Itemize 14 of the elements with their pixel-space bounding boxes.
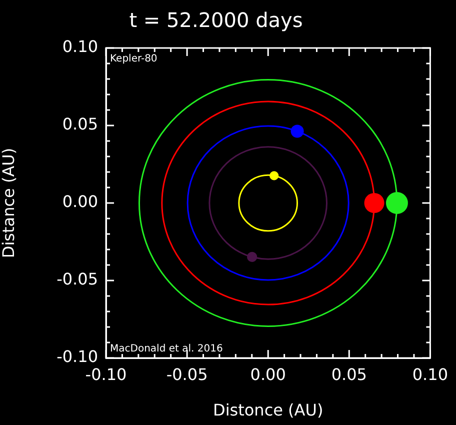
y-tick-label: 0.10	[62, 37, 98, 56]
x-tick-label: -0.05	[166, 364, 208, 384]
y-tick-label: -0.10	[56, 347, 98, 366]
annotation: Kepler-80	[110, 54, 158, 65]
y-tick-label: 0.05	[62, 114, 98, 134]
x-tick-label: 0.00	[250, 364, 286, 384]
y-tick-label: 0.00	[62, 192, 98, 212]
x-axis-title: Distonce (AU)	[213, 400, 324, 420]
y-tick-label: -0.05	[56, 270, 98, 289]
x-tick-label: 0.10	[412, 364, 448, 384]
y-axis-title: Distance (AU)	[0, 148, 18, 258]
x-tick-label: -0.10	[85, 364, 127, 384]
chart-title: t = 52.2000 days	[129, 8, 303, 32]
x-tick-label: 0.05	[331, 364, 367, 384]
